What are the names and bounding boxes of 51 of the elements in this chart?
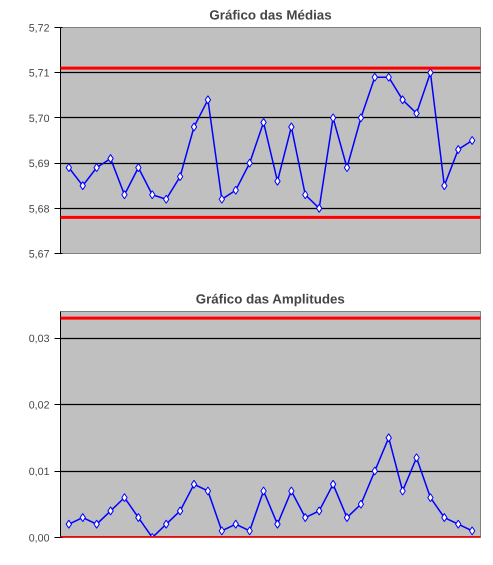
- point: [204, 95, 212, 104]
- point: [190, 122, 198, 132]
- point: [330, 113, 336, 122]
- point: [246, 526, 253, 536]
- point: [66, 163, 72, 172]
- point: [246, 158, 253, 168]
- y-tick-label: 5,67: [28, 248, 50, 260]
- point: [121, 190, 128, 200]
- point: [107, 154, 114, 164]
- y-tick-label: 0,02: [28, 400, 50, 412]
- point: [468, 526, 476, 536]
- point: [399, 95, 406, 104]
- y-tick-label: 0,00: [28, 532, 50, 544]
- point: [260, 486, 267, 496]
- point: [274, 176, 281, 186]
- point: [176, 172, 184, 182]
- point: [441, 513, 448, 522]
- point: [427, 493, 434, 502]
- chart-title: Gráfico das Médias: [209, 8, 332, 22]
- point: [204, 486, 212, 496]
- point: [121, 493, 128, 502]
- y-tick-label: 5,68: [28, 203, 50, 216]
- point: [135, 163, 142, 172]
- point: [413, 453, 420, 462]
- point: [66, 520, 72, 529]
- y-tick-label: 5,69: [28, 158, 50, 170]
- y-tick-label: 5,70: [28, 112, 50, 125]
- point: [358, 113, 364, 122]
- y-tick-label: 5,72: [28, 22, 50, 34]
- point: [344, 163, 350, 172]
- point: [288, 486, 295, 496]
- point: [399, 486, 406, 496]
- point: [107, 506, 114, 516]
- point: [274, 520, 281, 529]
- y-tick-label: 5,71: [28, 68, 50, 80]
- point: [260, 118, 267, 127]
- point: [358, 500, 364, 509]
- point: [344, 513, 350, 522]
- point: [330, 480, 336, 489]
- point: [441, 181, 448, 190]
- point: [93, 520, 100, 529]
- point: [176, 506, 184, 516]
- y-tick-label: 0,03: [28, 333, 50, 346]
- point: [468, 136, 476, 145]
- point: [413, 108, 420, 118]
- point: [93, 163, 100, 172]
- y-tick-label: 0,01: [28, 466, 50, 478]
- point: [288, 122, 295, 132]
- chart-title: Gráfico das Amplitudes: [196, 292, 345, 306]
- point: [135, 513, 142, 522]
- point: [190, 480, 198, 489]
